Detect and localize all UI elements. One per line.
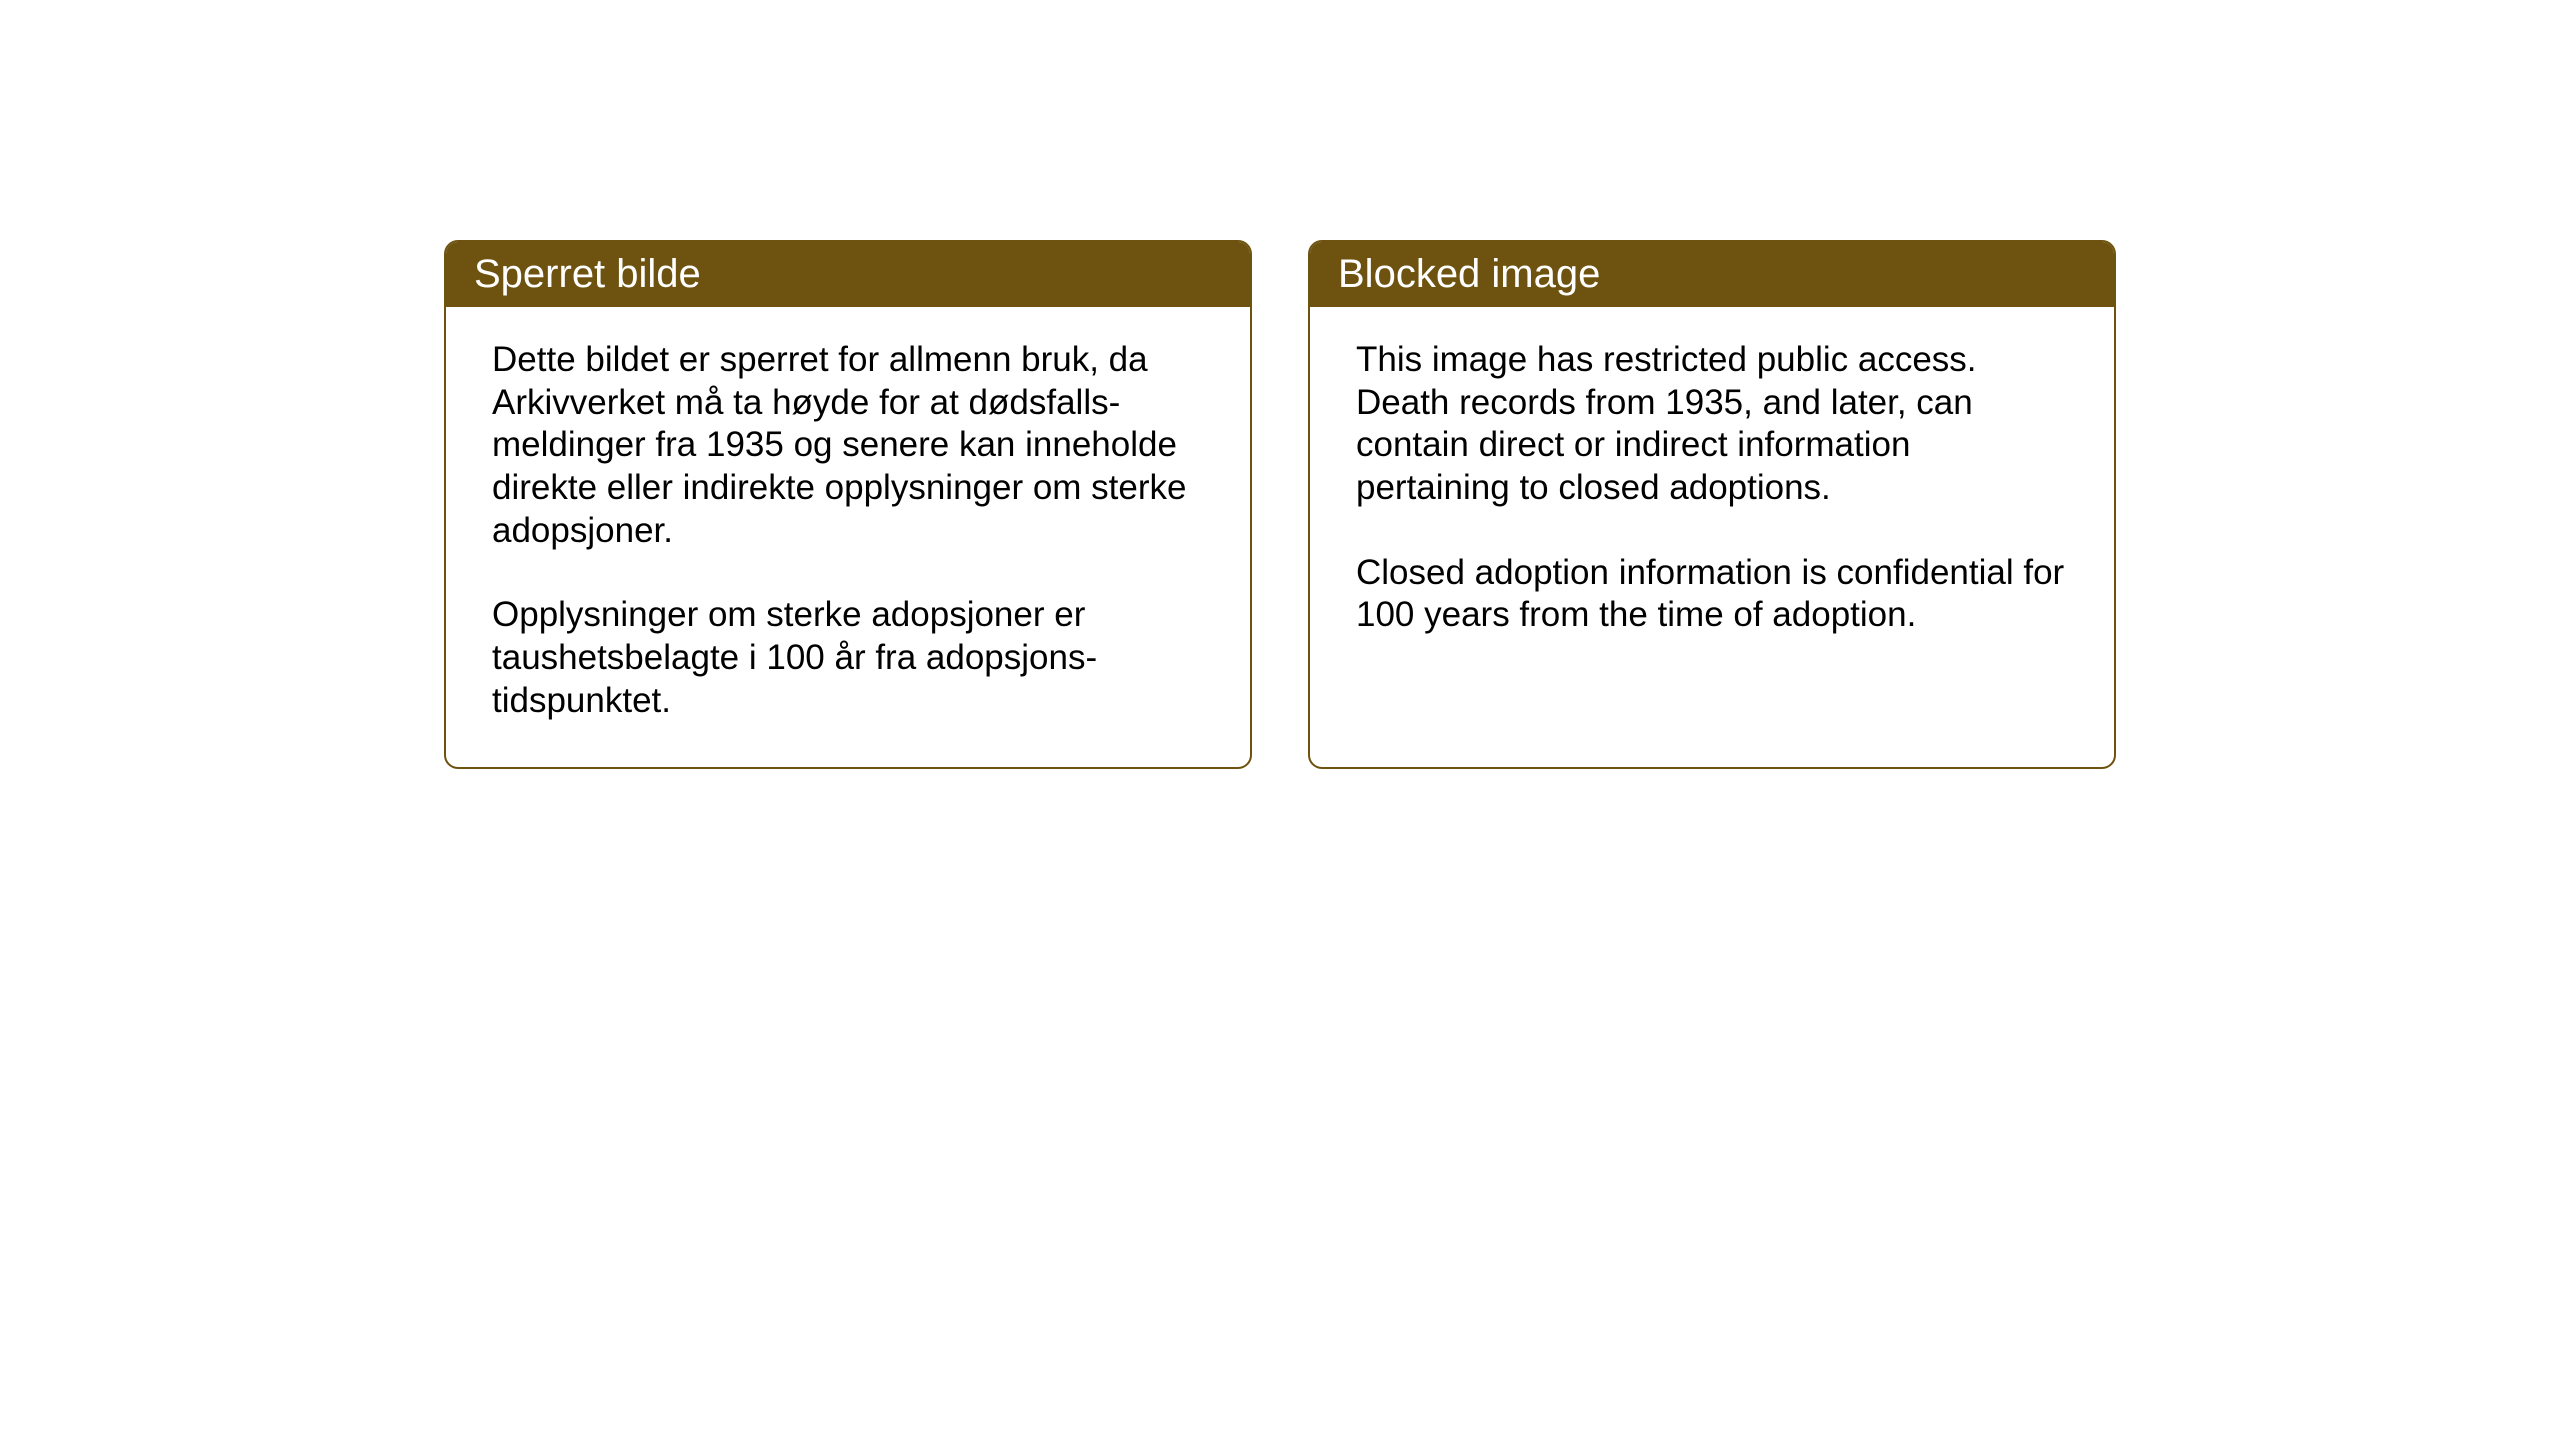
- card-body-norwegian: Dette bildet er sperret for allmenn bruk…: [446, 307, 1250, 767]
- card-paragraph: Closed adoption information is confident…: [1356, 552, 2068, 637]
- card-header-english: Blocked image: [1310, 242, 2114, 307]
- notice-card-norwegian: Sperret bilde Dette bildet er sperret fo…: [444, 240, 1252, 769]
- notice-container: Sperret bilde Dette bildet er sperret fo…: [444, 240, 2116, 769]
- card-header-norwegian: Sperret bilde: [446, 242, 1250, 307]
- notice-card-english: Blocked image This image has restricted …: [1308, 240, 2116, 769]
- card-body-english: This image has restricted public access.…: [1310, 307, 2114, 681]
- card-paragraph: Opplysninger om sterke adopsjoner er tau…: [492, 594, 1204, 722]
- card-paragraph: This image has restricted public access.…: [1356, 339, 2068, 510]
- card-paragraph: Dette bildet er sperret for allmenn bruk…: [492, 339, 1204, 552]
